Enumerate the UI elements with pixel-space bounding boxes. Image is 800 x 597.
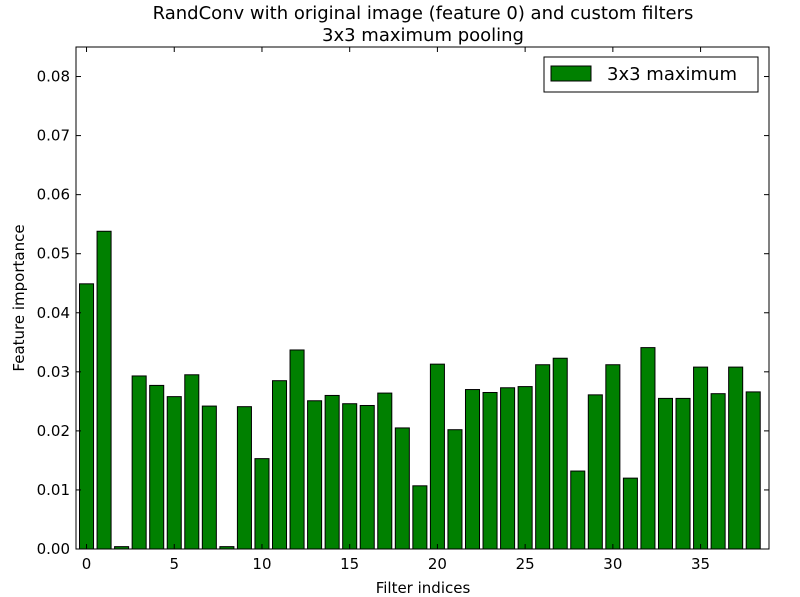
bar-1	[96, 230, 112, 550]
x-tick-label: 30	[603, 555, 622, 573]
bar-31	[622, 477, 638, 550]
bar-11	[271, 380, 288, 550]
bars-group	[79, 230, 761, 550]
bar-24	[500, 387, 516, 550]
bar-5	[166, 396, 182, 550]
bar-4	[149, 384, 165, 550]
bar-34	[675, 397, 691, 550]
bar-26	[535, 364, 551, 550]
y-tick-label: 0.05	[37, 245, 70, 263]
bar-32	[640, 347, 656, 550]
bar-14	[324, 394, 340, 550]
bar-29	[587, 394, 603, 550]
y-tick-label: 0.04	[37, 304, 70, 322]
bar-3	[131, 375, 147, 550]
x-tick-label: 0	[82, 555, 92, 573]
plot-frame	[75, 46, 770, 550]
x-tick-label: 5	[169, 555, 179, 573]
bar-22	[464, 389, 481, 550]
bar-28	[570, 470, 586, 550]
bar-37	[728, 366, 744, 550]
legend-entry-label: 3x3 maximum	[607, 64, 737, 85]
bar-12	[289, 349, 305, 550]
x-tick-label: 15	[340, 555, 359, 573]
y-tick-label: 0.02	[37, 422, 70, 440]
bar-0	[79, 283, 95, 550]
bar-16	[359, 404, 375, 550]
bar-36	[710, 393, 726, 550]
x-tick-label: 10	[252, 555, 271, 573]
bar-23	[482, 391, 498, 550]
x-tick-label: 20	[428, 555, 447, 573]
bar-25	[517, 386, 533, 550]
bar-15	[342, 403, 358, 550]
bar-7	[201, 405, 217, 550]
bar-10	[254, 458, 270, 550]
y-tick-label: 0.07	[37, 127, 70, 145]
y-axis-label: Feature importance	[10, 224, 28, 371]
x-axis-label: Filter indices	[376, 579, 471, 597]
y-tick-label: 0.08	[37, 68, 70, 86]
bar-33	[657, 397, 674, 550]
x-ticks: 0 5 10 15 20 25 30 35	[82, 47, 710, 573]
legend-swatch	[550, 65, 592, 82]
chart-subtitle: 3x3 maximum pooling	[322, 25, 524, 46]
bar-38	[745, 391, 761, 550]
y-ticks: 0.00 0.01 0.02 0.03 0.04 0.05 0.06 0.07 0.08	[37, 68, 769, 558]
bar-17	[377, 392, 393, 550]
bar-35	[693, 366, 709, 550]
bar-30	[605, 364, 621, 550]
y-tick-label: 0.00	[37, 540, 70, 558]
bar-27	[552, 357, 568, 550]
y-tick-label: 0.01	[37, 481, 70, 499]
bar-6	[184, 374, 200, 550]
y-tick-label: 0.03	[37, 363, 70, 381]
x-tick-label: 35	[691, 555, 710, 573]
bar-13	[307, 400, 323, 550]
legend: 3x3 maximum	[543, 56, 759, 93]
y-tick-label: 0.06	[37, 186, 70, 204]
bar-19	[412, 485, 428, 550]
bar-9	[236, 406, 252, 550]
x-tick-label: 25	[516, 555, 535, 573]
bar-20	[429, 363, 445, 550]
chart-title: RandConv with original image (feature 0)…	[153, 3, 694, 24]
bar-18	[394, 427, 410, 550]
bar-21	[447, 429, 463, 550]
